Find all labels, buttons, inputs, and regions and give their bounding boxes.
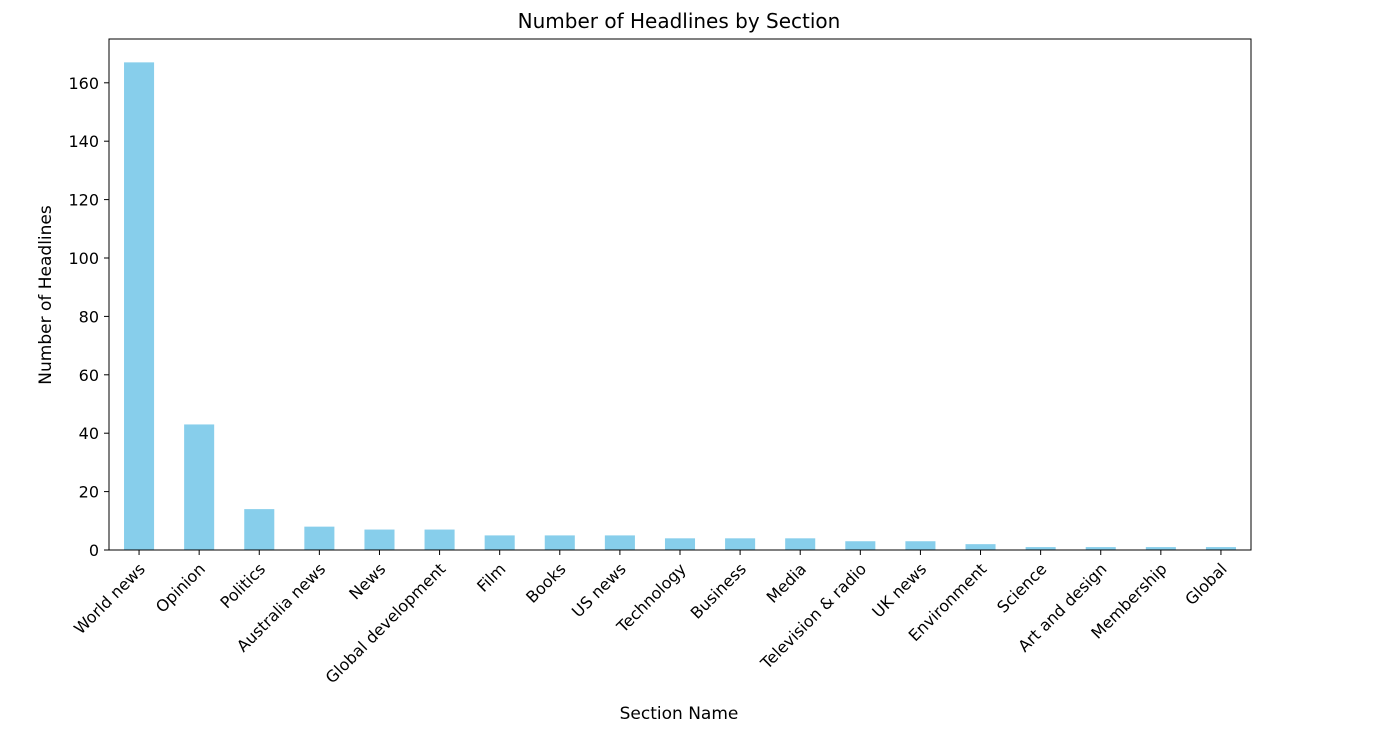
bar [845,541,876,550]
bars-layer [124,62,1236,551]
bar [424,529,455,550]
x-tick-label: World news [70,559,149,638]
chart-title: Number of Headlines by Section [518,9,841,33]
y-tick-label: 140 [68,132,99,151]
bar [664,538,696,550]
y-tick-label: 40 [79,424,99,443]
bar [124,62,155,551]
bar [965,544,996,550]
bar [304,526,335,550]
bar [184,424,215,550]
bar [905,541,936,550]
x-tick-label: Opinion [152,559,209,616]
y-tick-label: 60 [79,366,99,385]
y-tick-label: 160 [68,74,99,93]
plot-frame [108,38,1252,551]
bar [244,509,275,550]
bar [1145,547,1176,550]
y-tick-label: 100 [68,249,99,268]
bar [544,535,575,550]
x-tick-label: UK news [868,559,930,621]
x-tick-label: Media [763,559,810,606]
y-tick-label: 20 [79,483,99,502]
x-tick-label: Books [522,559,569,606]
bar [725,538,756,550]
bar [1085,547,1116,550]
y-axis: 0 20 40 60 80 100 120 140 160 [68,74,109,560]
x-tick-label: News [345,559,389,603]
x-tick-label: Business [687,559,750,622]
x-tick-label: Global development [322,559,450,687]
x-tick-label: Film [473,559,509,595]
bar [364,529,395,550]
x-tick-label: Politics [216,559,269,612]
bar [1205,547,1236,550]
x-tick-label: Science [993,559,1050,616]
y-tick-label: 120 [68,191,99,210]
bar [484,535,515,550]
bar [785,538,816,550]
x-axis-label: Section Name [620,704,739,724]
y-tick-label: 0 [89,541,99,560]
y-tick-label: 80 [79,307,99,326]
x-tick-label: Television & radio [756,559,870,673]
y-axis-label: Number of Headlines [36,205,56,385]
bar [604,535,635,550]
x-tick-label: US news [568,559,630,621]
x-tick-label: Global [1181,559,1231,609]
bar [1025,547,1056,550]
